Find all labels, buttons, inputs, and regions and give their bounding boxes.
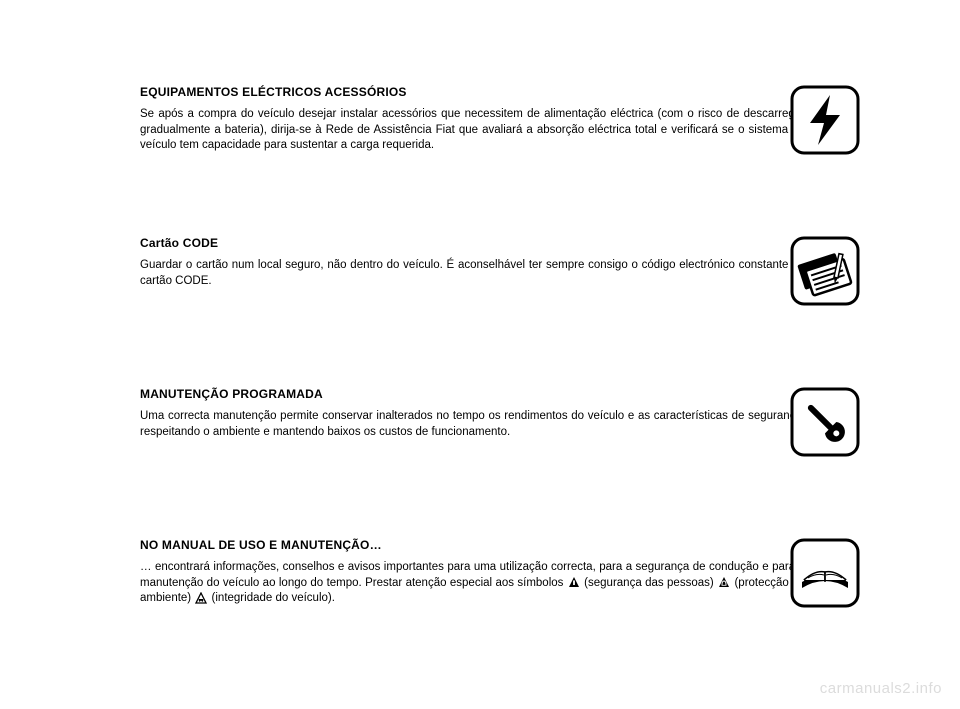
section-content: EQUIPAMENTOS ELÉCTRICOS ACESSÓRIOS Se ap… bbox=[140, 85, 805, 154]
section-content: MANUTENÇÃO PROGRAMADA Uma correcta manut… bbox=[140, 387, 805, 440]
lightning-icon bbox=[790, 85, 860, 155]
code-card-icon bbox=[790, 236, 860, 306]
warning-car-icon bbox=[195, 592, 207, 604]
watermark-text: carmanuals2.info bbox=[820, 680, 942, 697]
section-manutencao: MANUTENÇÃO PROGRAMADA Uma correcta manut… bbox=[140, 387, 860, 482]
section-body: Uma correcta manutenção permite conserva… bbox=[140, 409, 805, 440]
section-heading: MANUTENÇÃO PROGRAMADA bbox=[140, 387, 805, 401]
section-heading: Cartão CODE bbox=[140, 236, 805, 250]
manual-page: EQUIPAMENTOS ELÉCTRICOS ACESSÓRIOS Se ap… bbox=[0, 0, 960, 673]
warning-human-icon bbox=[568, 576, 580, 588]
warning-env-icon bbox=[718, 576, 730, 588]
wrench-icon bbox=[790, 387, 860, 457]
body-text-part: (integridade do veículo). bbox=[208, 592, 335, 604]
section-body: Guardar o cartão num local seguro, não d… bbox=[140, 258, 805, 289]
section-body: Se após a compra do veículo desejar inst… bbox=[140, 107, 805, 154]
section-body-composite: … encontrará informações, conselhos e av… bbox=[140, 560, 805, 607]
section-content: NO MANUAL DE USO E MANUTENÇÃO… … encontr… bbox=[140, 538, 805, 607]
section-content: Cartão CODE Guardar o cartão num local s… bbox=[140, 236, 805, 289]
section-equipamentos: EQUIPAMENTOS ELÉCTRICOS ACESSÓRIOS Se ap… bbox=[140, 85, 860, 180]
section-heading: NO MANUAL DE USO E MANUTENÇÃO… bbox=[140, 538, 805, 552]
section-manual: NO MANUAL DE USO E MANUTENÇÃO… … encontr… bbox=[140, 538, 860, 633]
section-cartao-code: Cartão CODE Guardar o cartão num local s… bbox=[140, 236, 860, 331]
body-text-part: (segurança das pessoas) bbox=[581, 577, 717, 589]
section-heading: EQUIPAMENTOS ELÉCTRICOS ACESSÓRIOS bbox=[140, 85, 805, 99]
manual-book-icon bbox=[790, 538, 860, 608]
